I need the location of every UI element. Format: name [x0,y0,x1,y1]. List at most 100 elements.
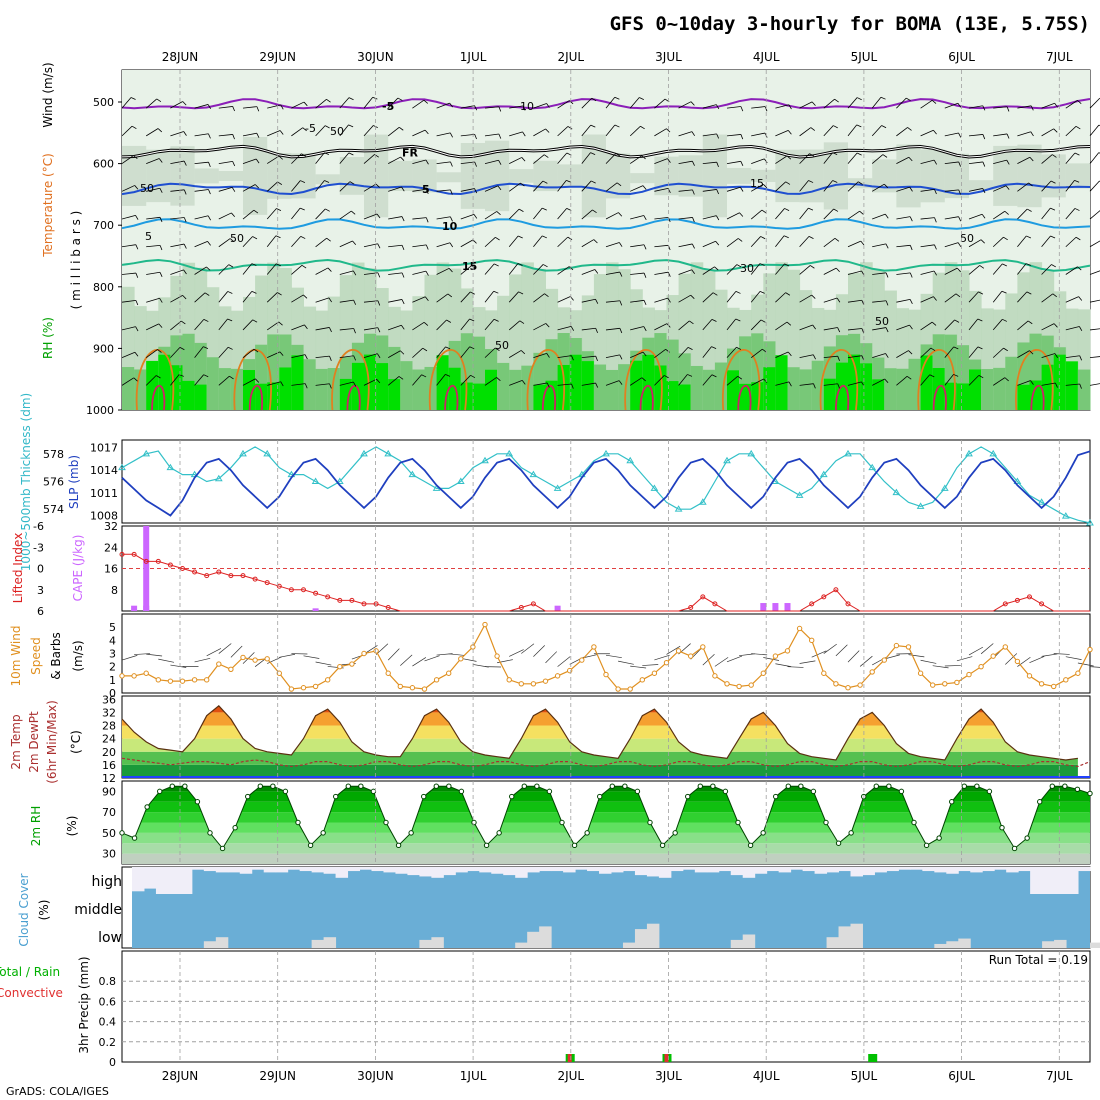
wind-barb [750,291,761,303]
wind-barb [363,213,378,220]
ytick-temp: 36 [102,693,116,706]
wind10-barb [968,646,984,656]
temp-contour [428,349,468,411]
ytick-wind: 5 [109,621,116,634]
wind-barb [412,129,426,137]
wind10-marker [688,653,694,659]
rh-patch-mid [436,172,461,183]
wind-barb-feather [909,216,913,222]
cloud-high-gap [814,867,828,874]
wind-barb-feather [448,268,453,273]
wind-barb-feather [641,155,646,160]
cloud-high-gap [311,867,325,873]
wind-barb-feather [1028,182,1033,187]
ylabel-temp-a: 2m Temp [9,714,23,769]
wind-barb [315,355,330,359]
wind-barb [944,319,955,331]
wind-barb-feather [692,217,695,223]
wind-barb-feather [493,318,499,322]
wind10-barb [835,644,848,657]
wind-barb [775,155,788,164]
wind-barb-feather [812,324,816,330]
wind-barb [387,376,400,386]
wind10-marker [615,686,621,692]
wind-barb-feather [860,240,865,246]
wind-barb-feather [980,239,985,244]
wind-barb [920,188,935,192]
rh-patch-mid [315,174,340,185]
wind-barb [799,180,809,192]
wind-barb [872,378,885,386]
wind-barb [1065,296,1079,303]
wind10-barb [666,645,681,655]
wind-barb-feather [181,320,186,325]
wind-barb [605,300,620,303]
wind-barb [509,131,523,137]
wind-barb [242,319,253,331]
wind10-marker [893,642,900,649]
wind-barb [412,159,427,164]
wind-barb [508,350,522,358]
wind-barb [872,213,886,220]
rh-low-dark [763,367,776,410]
wind-barb [146,216,161,220]
wind-barb [460,213,475,220]
wind-barb-feather [182,101,187,106]
ytick-wind: 4 [109,634,116,647]
cape-bar-small [784,603,791,611]
wind-barb-feather [183,217,187,223]
precip-conv-bar [567,1054,572,1062]
rh-patch-mid [194,168,219,184]
cloud-high-gap [634,867,648,876]
rh-low-dark [654,365,667,410]
wind-barb [242,184,256,192]
wind-barb-feather [376,213,381,219]
wind-barb-feather [424,296,429,301]
wind-barb-feather [692,160,695,166]
wind-barb-feather [1027,320,1033,325]
thickness-marker [214,474,223,482]
rh-band [122,822,1090,833]
wind-barb [799,265,811,275]
wind-barb-feather [639,97,644,100]
wind-barb [170,243,185,248]
wind-barb [218,291,229,303]
wind10-barb [424,655,440,662]
wind-barb [388,216,403,220]
wind-barb [992,347,1004,358]
wind-barb-feather [422,347,428,352]
wind-barb-feather [470,374,476,379]
wind-barb [170,217,185,220]
ytick-label: 800 [93,281,114,294]
cloud-high-gap [527,867,540,873]
wind-barb [121,244,136,248]
wind-barb-feather [640,125,645,130]
wind-barb-feather [157,128,163,133]
wind-barb-feather [156,98,162,102]
wind-barb-feather [740,161,744,166]
wind-barb-feather [808,236,814,240]
wind-barb [1041,102,1055,109]
wind-barb-feather [667,272,671,277]
rh-marker [157,788,163,795]
wind-barb [508,208,520,220]
wind-barb-feather [494,263,499,267]
wind-barb [121,326,136,331]
thickness-marker [674,505,683,512]
wind-barb [1065,355,1080,359]
thickness-marker [311,477,320,484]
date-label-bottom: 2JUL [557,1069,584,1083]
wind-barb [944,102,959,109]
wind-barb-feather [425,189,429,195]
wind-barb-feather [689,320,694,325]
wind-barb [751,378,764,386]
wind-barb [315,208,326,220]
wind-barb-feather [590,152,596,155]
wind-barb [1089,383,1100,386]
wind-barb [678,294,691,303]
wind-barb-feather [520,182,525,187]
wind-barb [823,297,838,303]
rh-marker [295,819,301,826]
wind-barb [726,291,737,303]
wind-barb-feather [252,236,258,240]
